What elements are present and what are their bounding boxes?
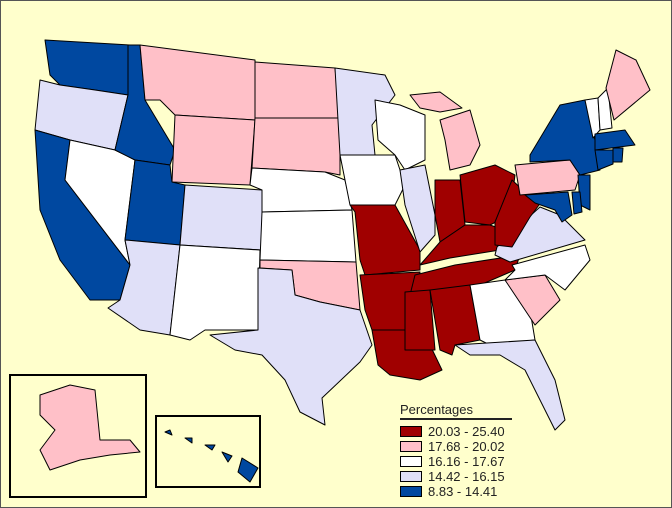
state-ia bbox=[339, 154, 406, 206]
alaska-inset-box bbox=[9, 374, 147, 498]
state-mi bbox=[409, 91, 481, 171]
state-fl bbox=[454, 339, 566, 431]
legend-item: 20.03 - 25.40 bbox=[400, 424, 512, 439]
state-il bbox=[399, 164, 436, 253]
state-ms bbox=[404, 289, 436, 351]
legend-label: 8.83 - 14.41 bbox=[428, 484, 498, 499]
state-wi bbox=[374, 99, 426, 171]
state-mt bbox=[139, 44, 256, 121]
state-de bbox=[571, 191, 583, 215]
state-md bbox=[524, 191, 573, 223]
legend: Percentages 20.03 - 25.40 17.68 - 20.02 16… bbox=[400, 402, 512, 499]
state-sd bbox=[251, 117, 341, 176]
legend-swatch bbox=[400, 486, 422, 497]
state-nc bbox=[504, 244, 591, 291]
hawaii-inset-box bbox=[155, 415, 261, 488]
legend-swatch bbox=[400, 441, 422, 452]
legend-label: 17.68 - 20.02 bbox=[428, 439, 505, 454]
legend-label: 16.16 - 17.67 bbox=[428, 454, 505, 469]
state-ma bbox=[594, 129, 636, 151]
legend-label: 14.42 - 16.15 bbox=[428, 469, 505, 484]
legend-item: 14.42 - 16.15 bbox=[400, 469, 512, 484]
state-ak bbox=[39, 384, 141, 471]
state-pa bbox=[514, 159, 581, 196]
state-tx bbox=[209, 267, 373, 426]
state-co bbox=[179, 184, 263, 251]
state-mo bbox=[349, 204, 421, 276]
legend-swatch bbox=[400, 471, 422, 482]
state-ri bbox=[612, 147, 624, 163]
legend-label: 20.03 - 25.40 bbox=[428, 424, 505, 439]
state-me bbox=[605, 49, 651, 121]
state-nd bbox=[254, 61, 341, 119]
state-hi bbox=[164, 429, 259, 483]
legend-swatch bbox=[400, 456, 422, 467]
legend-title: Percentages bbox=[400, 402, 512, 420]
state-ct bbox=[594, 149, 614, 171]
state-wy bbox=[171, 114, 256, 186]
state-ny bbox=[529, 99, 601, 176]
state-nm bbox=[169, 244, 261, 341]
legend-swatch bbox=[400, 426, 422, 437]
legend-item: 8.83 - 14.41 bbox=[400, 484, 512, 499]
legend-item: 16.16 - 17.67 bbox=[400, 454, 512, 469]
state-ks bbox=[259, 209, 357, 263]
legend-item: 17.68 - 20.02 bbox=[400, 439, 512, 454]
